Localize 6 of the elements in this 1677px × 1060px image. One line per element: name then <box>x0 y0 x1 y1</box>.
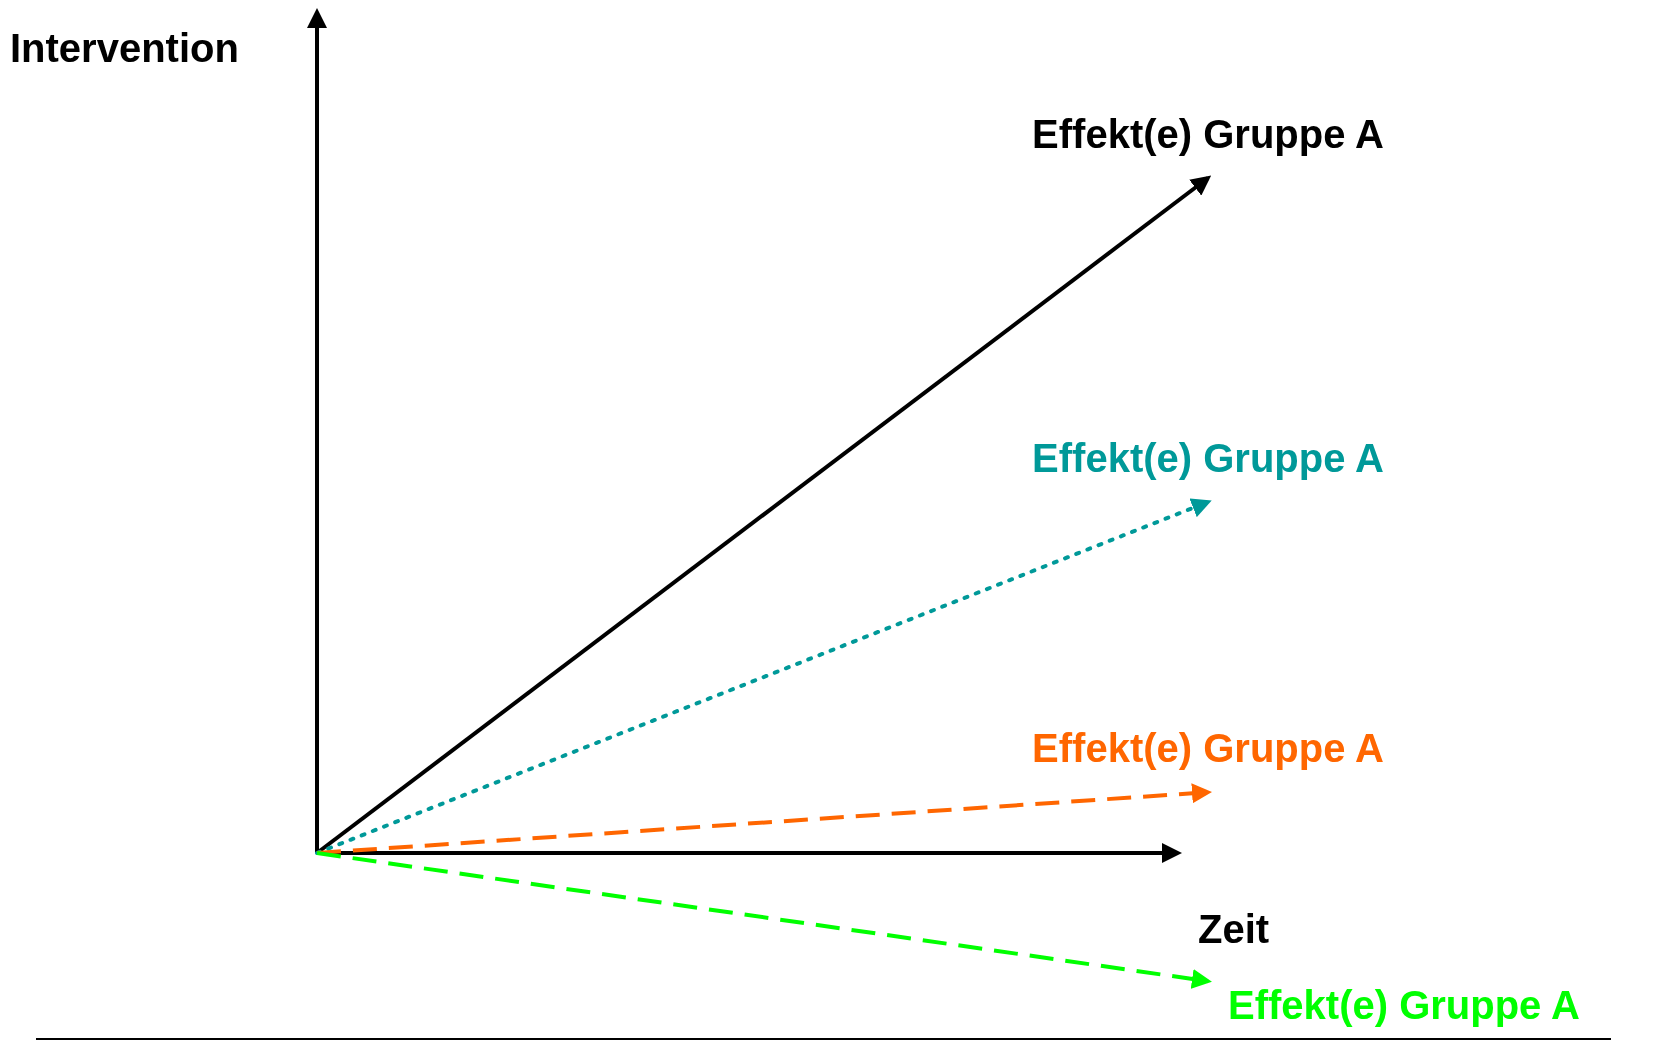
series-label: Effekt(e) Gruppe A <box>1032 726 1384 771</box>
series-label: Effekt(e) Gruppe A <box>1032 436 1384 480</box>
series-label: Effekt(e) Gruppe A <box>1032 112 1384 156</box>
series-label: Effekt(e) Gruppe A <box>1228 983 1580 1028</box>
y-axis-title: Intervention <box>10 26 239 70</box>
x-axis-title: Zeit <box>1198 907 1270 951</box>
